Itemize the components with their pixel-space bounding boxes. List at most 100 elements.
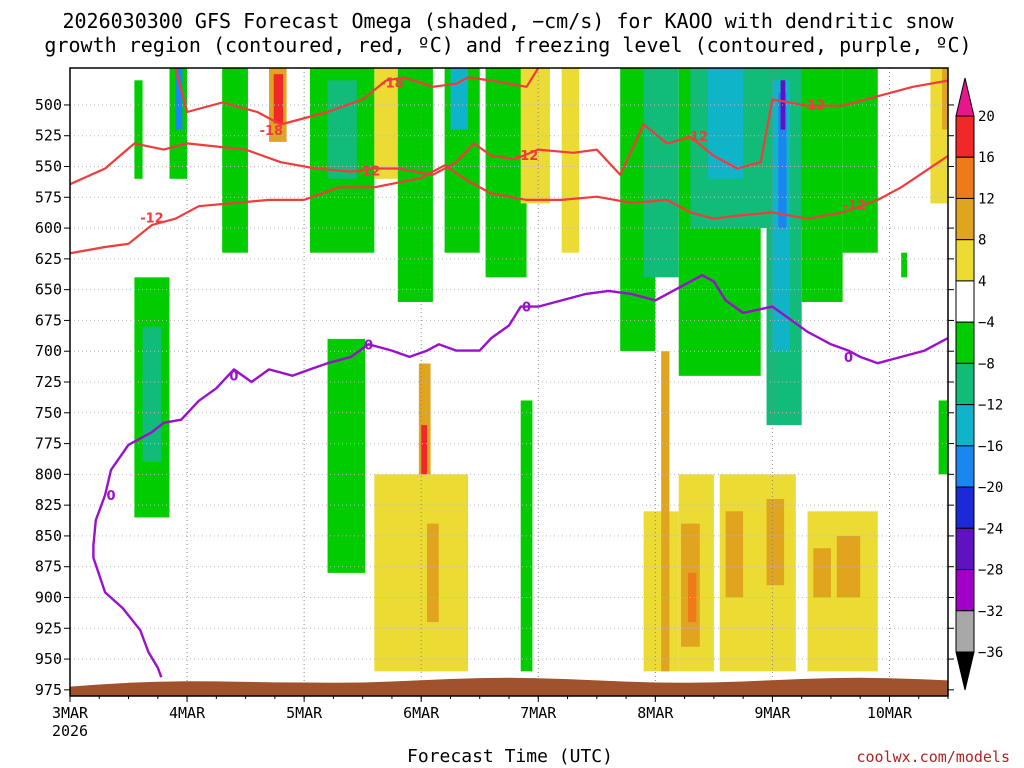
- y-tick-label: 800: [35, 465, 62, 483]
- freezing-level-label: 0: [364, 338, 373, 353]
- omega-shading-patch: [801, 68, 843, 302]
- omega-shading-patch: [175, 68, 183, 130]
- colorbar-bin: [955, 115, 975, 158]
- colorbar-bin: [955, 156, 975, 199]
- x-tick-label: 3MAR: [52, 704, 89, 722]
- omega-shading-patch: [643, 68, 679, 278]
- colorbar-bin: [955, 486, 975, 529]
- colorbar-tick-label: −16: [978, 439, 1003, 455]
- y-tick-label: 625: [35, 250, 62, 268]
- dgz-contour-line: [174, 68, 540, 126]
- omega-shading-patch: [142, 326, 162, 463]
- omega-shading-patch: [374, 68, 398, 179]
- colorbar-tick-label: −8: [978, 356, 995, 372]
- y-tick-label: 825: [35, 496, 62, 514]
- y-tick-label: 725: [35, 373, 62, 391]
- colorbar-bin: [955, 280, 975, 323]
- omega-shading-patch: [813, 548, 831, 598]
- omega-shading-patch: [520, 68, 550, 204]
- terrain-fill: [70, 677, 948, 696]
- y-tick-label: 525: [35, 127, 62, 145]
- x-tick-label: 9MAR: [754, 704, 791, 722]
- dgz-contour-label: -12: [140, 212, 164, 227]
- omega-shading-patch: [427, 523, 439, 623]
- freezing-level-line: [92, 274, 948, 678]
- omega-shading-patch: [725, 511, 744, 598]
- omega-shading-patch: [327, 338, 366, 573]
- colorbar-bin: [955, 527, 975, 571]
- dgz-contour-line: [70, 79, 948, 186]
- freezing-level-label: 0: [844, 351, 853, 366]
- y-tick-label: 975: [35, 681, 62, 699]
- dgz-contour-label: -12: [357, 165, 381, 180]
- credit-link[interactable]: coolwx.com/models: [856, 748, 1010, 766]
- colorbar-tick-label: −24: [978, 521, 1003, 537]
- y-tick-label: 575: [35, 188, 62, 206]
- plot-contents: -18 -18 -12 -12 -12 -12 -12 -12 0 0 0 0 0: [70, 68, 948, 696]
- y-tick-label: 775: [35, 435, 62, 453]
- omega-shading-patch: [688, 572, 697, 623]
- colorbar-tick-label: −20: [978, 480, 1003, 496]
- omega-shading-patch: [450, 68, 469, 130]
- freezing-level-label: 0: [106, 489, 115, 504]
- freezing-level-label: 0: [522, 301, 531, 316]
- omega-shading-patch: [273, 74, 284, 124]
- colorbar-tick-label: 20: [978, 109, 995, 125]
- colorbar-bin: [955, 362, 975, 406]
- omega-shading-patch: [561, 68, 580, 253]
- omega-shading-patch: [938, 400, 948, 475]
- omega-shading-patch: [222, 68, 248, 253]
- x-tick-label: 7MAR: [520, 704, 557, 722]
- dgz-contour-label: -12: [515, 149, 539, 164]
- y-tick-label: 600: [35, 219, 62, 237]
- omega-shading-patch: [661, 351, 670, 672]
- x-tick-label: 10MAR: [867, 704, 913, 722]
- y-tick-label: 850: [35, 527, 62, 545]
- axes: 500 525 550 575 600 625 650 675 700 725 750 775 800 8…: [35, 67, 954, 740]
- omega-shading-patch: [327, 80, 357, 179]
- colorbar-tick-label: 4: [978, 274, 986, 290]
- y-tick-label: 950: [35, 650, 62, 668]
- chart-title-line-1: 2026030300 GFS Forecast Omega (shaded, −…: [62, 9, 954, 33]
- dgz-contour-label: -12: [685, 130, 709, 145]
- colorbar: 20 16 12 8 4 −4 −8 −12 −16 −20 −24 −28 −32 −36: [955, 77, 1003, 691]
- dgz-contour-line: [70, 154, 948, 255]
- dgz-contour-label: -18: [380, 77, 404, 92]
- colorbar-bin: [955, 239, 975, 282]
- x-tick-label: 8MAR: [637, 704, 674, 722]
- omega-shading-patch: [901, 252, 908, 278]
- colorbar-bin: [955, 569, 975, 612]
- colorbar-tick-label: −12: [978, 398, 1003, 414]
- dgz-contour-label: -12: [843, 199, 867, 214]
- chart-title-line-2: growth region (contoured, red, ºC) and f…: [44, 33, 971, 57]
- y-tick-label: 700: [35, 342, 62, 360]
- y-tick-label: 750: [35, 404, 62, 422]
- y-tick-label: 650: [35, 281, 62, 299]
- colorbar-bin: [955, 197, 975, 241]
- colorbar-bottom-arrow: [955, 651, 975, 691]
- colorbar-top-arrow: [955, 77, 975, 117]
- colorbar-bin: [955, 404, 975, 447]
- omega-shading-patch: [778, 92, 787, 229]
- colorbar-bin: [955, 610, 975, 653]
- dgz-contour-label: -18: [260, 124, 284, 139]
- x-tick-label: 5MAR: [286, 704, 323, 722]
- colorbar-tick-label: −4: [978, 315, 995, 331]
- y-tick-label: 550: [35, 158, 62, 176]
- omega-shading-patch: [766, 498, 785, 586]
- freezing-level-label: 0: [229, 370, 238, 385]
- colorbar-tick-label: 16: [978, 150, 995, 166]
- colorbar-tick-label: −32: [978, 604, 1003, 620]
- x-tick-year-label: 2026: [52, 722, 88, 740]
- omega-shading-patch: [397, 68, 433, 302]
- colorbar-bin: [955, 321, 975, 364]
- x-tick-label: 4MAR: [169, 704, 206, 722]
- y-tick-label: 925: [35, 619, 62, 637]
- y-tick-label: 875: [35, 558, 62, 576]
- omega-shading-patch: [134, 80, 143, 179]
- colorbar-tick-label: −28: [978, 563, 1003, 579]
- plot-area: -18 -18 -12 -12 -12 -12 -12 -12 0 0 0 0 0: [70, 68, 948, 696]
- dgz-contour-label: -12: [802, 99, 826, 114]
- omega-shading-patch: [942, 68, 948, 130]
